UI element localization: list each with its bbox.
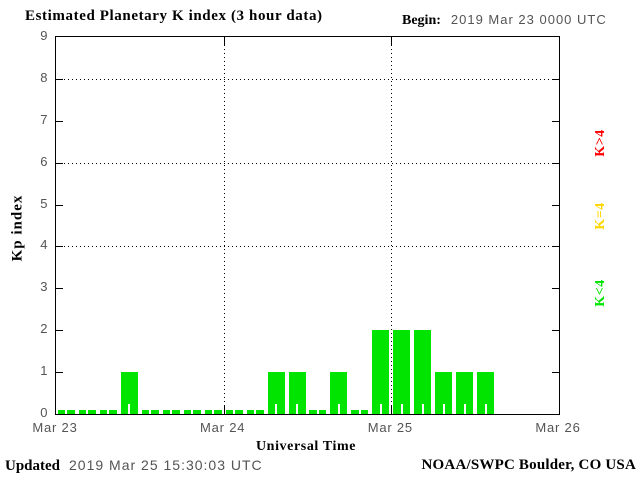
bar-notch (128, 403, 131, 414)
y-tick-label: 4 (40, 237, 48, 253)
kp-bar (225, 410, 243, 414)
bar-notch (463, 403, 466, 414)
y-tick-left (56, 204, 63, 206)
x-tick-label: Mar 26 (535, 420, 581, 435)
gridline-kp-8 (56, 78, 559, 80)
bar-notch (337, 403, 340, 414)
kp-bar (183, 410, 201, 414)
kp-bar (162, 410, 180, 414)
gridline-day-boundary (391, 37, 393, 414)
y-tick-left (56, 162, 63, 164)
gridline-kp-6 (56, 162, 559, 164)
bar-notch (358, 410, 361, 414)
kp-bar (246, 410, 264, 414)
kp-bar (435, 372, 453, 414)
kp-bar (456, 372, 474, 414)
kp-bar (99, 410, 117, 414)
y-tick-right (552, 330, 559, 332)
legend-label: K<4 (593, 279, 608, 307)
kp-bar (309, 410, 327, 414)
x-tick-bottom (223, 405, 225, 414)
y-tick-label: 5 (40, 195, 48, 211)
kp-bar (267, 372, 285, 414)
x-tick-label: Mar 25 (367, 420, 413, 435)
x-tick-label: Mar 23 (32, 420, 78, 435)
x-tick-label: Mar 24 (200, 420, 246, 435)
bar-notch (296, 403, 299, 414)
bar-notch (379, 403, 382, 414)
gridline-kp-4 (56, 246, 559, 248)
x-tick-top (223, 37, 225, 46)
plot-area (55, 36, 560, 415)
y-tick-label: 1 (40, 363, 48, 379)
kp-bar (372, 330, 390, 414)
kp-bar (78, 410, 96, 414)
kp-bar (351, 410, 369, 414)
begin-value: 2019 Mar 23 0000 UTC (450, 12, 607, 27)
begin-time: Begin: 2019 Mar 23 0000 UTC (402, 12, 607, 29)
updated-label: Updated (5, 458, 61, 474)
y-tick-label: 9 (40, 28, 48, 43)
x-tick-top (391, 37, 393, 46)
bar-notch (442, 403, 445, 414)
y-tick-label: 7 (40, 111, 48, 127)
y-tick-right (552, 288, 559, 290)
kp-bar (393, 330, 411, 414)
bar-notch (400, 403, 403, 414)
bar-notch (149, 410, 152, 414)
bar-notch (191, 410, 194, 414)
y-tick-left (56, 330, 63, 332)
y-tick-right (552, 120, 559, 122)
kp-bar (57, 410, 75, 414)
bar-notch (107, 410, 110, 414)
y-tick-label: 2 (40, 321, 48, 337)
y-tick-label: 6 (40, 153, 48, 169)
y-tick-right (552, 204, 559, 206)
y-tick-left (56, 120, 63, 122)
y-tick-label: 8 (40, 69, 48, 85)
legend-label: K=4 (593, 202, 608, 230)
y-tick-label: 3 (40, 279, 48, 295)
legend-label: K>4 (593, 129, 608, 157)
source-credit: NOAA/SWPC Boulder, CO USA (421, 457, 636, 473)
chart-title: Estimated Planetary K index (3 hour data… (25, 8, 323, 24)
bar-notch (65, 410, 68, 414)
kp-bar (414, 330, 432, 414)
bar-notch (170, 410, 173, 414)
y-tick-right (552, 162, 559, 164)
x-tick-bottom (391, 405, 393, 414)
kp-bar (204, 410, 222, 414)
kp-bar (141, 410, 159, 414)
x-axis-title: Universal Time (255, 439, 357, 454)
bar-notch (484, 403, 487, 414)
y-tick-left (56, 246, 63, 248)
kp-bar (330, 372, 348, 414)
updated-time: Updated 2019 Mar 25 15:30:03 UTC (5, 457, 263, 475)
kp-bar (120, 372, 138, 414)
y-tick-right (552, 372, 559, 374)
updated-value: 2019 Mar 25 15:30:03 UTC (69, 457, 263, 473)
y-tick-left (56, 78, 63, 80)
y-tick-left (56, 288, 63, 290)
bar-notch (275, 403, 278, 414)
y-tick-right (552, 78, 559, 80)
kp-bar (477, 372, 495, 414)
bar-notch (212, 410, 215, 414)
bar-notch (254, 410, 257, 414)
bar-notch (86, 410, 89, 414)
bar-notch (316, 410, 319, 414)
kp-bar (288, 372, 306, 414)
y-tick-left (56, 372, 63, 374)
bar-notch (233, 410, 236, 414)
bar-notch (421, 403, 424, 414)
y-tick-right (552, 246, 559, 248)
y-tick-label: 0 (40, 405, 48, 420)
gridline-day-boundary (223, 37, 225, 414)
begin-label: Begin: (402, 13, 441, 28)
